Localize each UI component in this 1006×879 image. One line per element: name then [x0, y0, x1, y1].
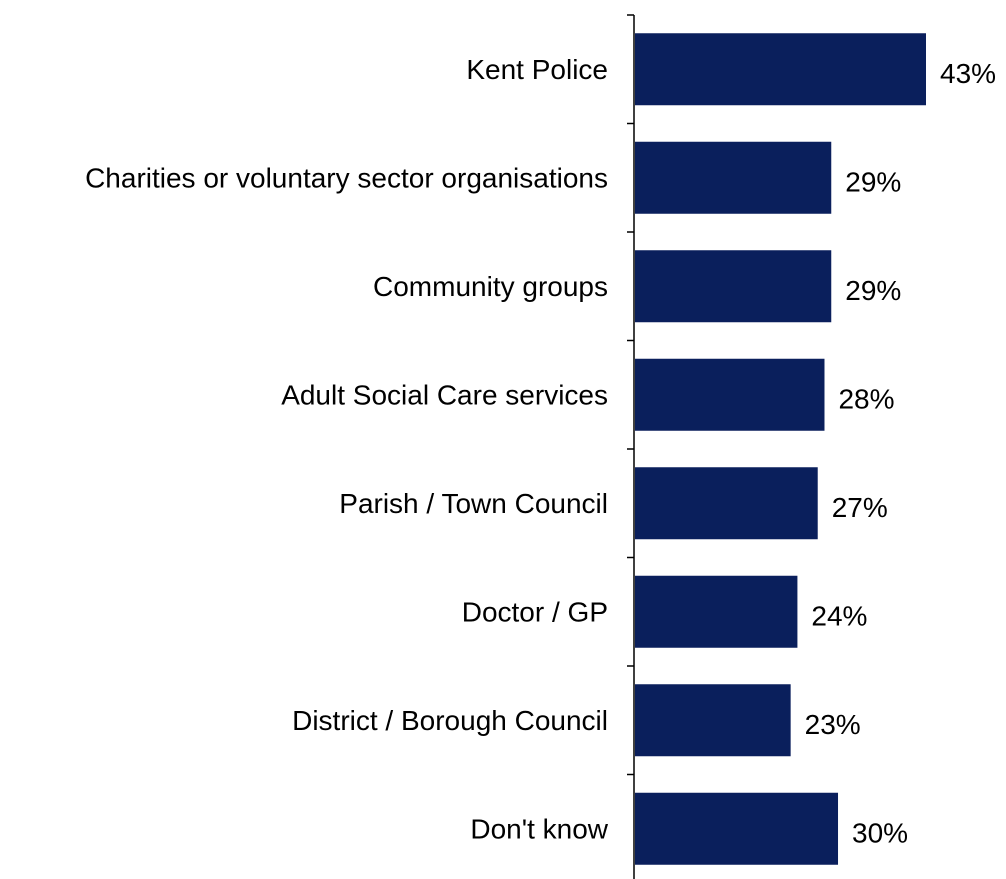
category-label: Kent Police	[466, 54, 608, 85]
bar	[635, 358, 825, 431]
value-label: 24%	[811, 600, 867, 631]
category-label: District / Borough Council	[292, 705, 608, 736]
value-labels-group: 43% 29% 29% 28% 27% 24% 23% 30%	[805, 58, 996, 849]
value-label: 43%	[940, 58, 996, 89]
bar	[635, 141, 832, 214]
bar	[635, 33, 926, 106]
bar	[635, 250, 832, 323]
value-label: 30%	[852, 817, 908, 848]
value-label: 27%	[832, 492, 888, 523]
category-label: Parish / Town Council	[339, 488, 608, 519]
value-label: 29%	[845, 275, 901, 306]
category-axis	[627, 14, 635, 879]
bars-group	[635, 33, 926, 865]
bar	[635, 792, 839, 865]
value-label: 28%	[838, 383, 894, 414]
bar	[635, 467, 818, 540]
category-labels-group: Kent Police Charities or voluntary sector…	[85, 54, 609, 845]
value-label: 23%	[805, 709, 861, 740]
bar	[635, 684, 791, 757]
category-label: Adult Social Care services	[281, 379, 608, 410]
value-label: 29%	[845, 166, 901, 197]
category-label: Doctor / GP	[462, 596, 608, 627]
category-label: Don't know	[470, 813, 608, 844]
category-label: Charities or voluntary sector organisati…	[85, 162, 608, 193]
category-label: Community groups	[373, 271, 608, 302]
bar	[635, 575, 798, 648]
